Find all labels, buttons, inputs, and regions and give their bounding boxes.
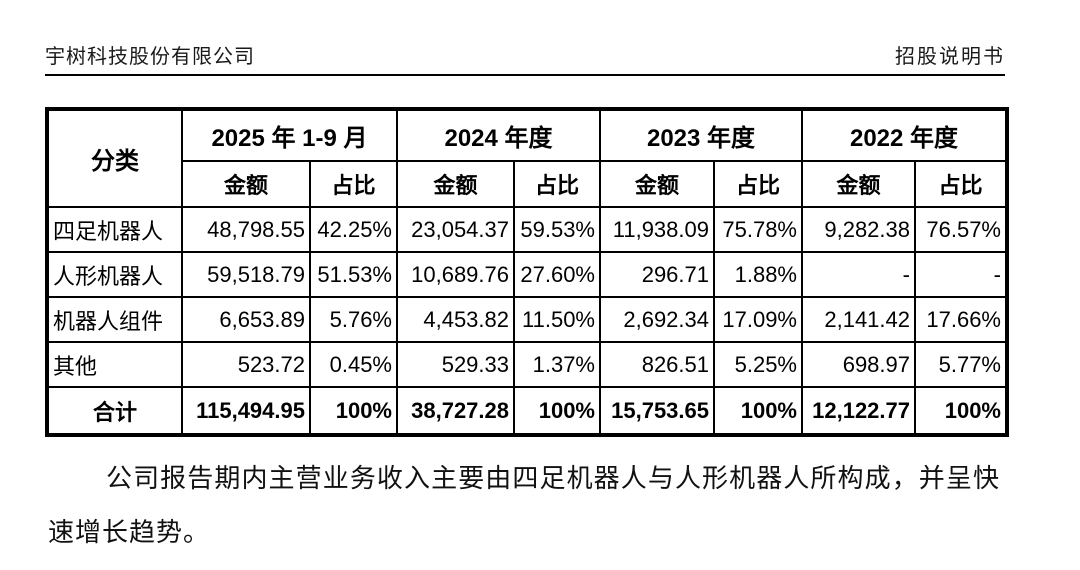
ratio-cell: - — [914, 251, 1008, 298]
amount-cell: 6,653.89 — [181, 296, 311, 343]
amount-cell: 48,798.55 — [181, 206, 311, 253]
ratio-cell: 75.78% — [713, 206, 803, 253]
revenue-breakdown-table: 分类 2025 年 1-9 月 2024 年度 2023 年度 2022 年度 … — [45, 107, 1009, 437]
ratio-cell: 5.77% — [914, 341, 1008, 388]
table-header-category: 分类 — [46, 108, 183, 208]
table-header-ratio: 占比 — [309, 160, 398, 208]
ratio-cell: 1.88% — [713, 251, 803, 298]
total-amount-cell: 15,753.65 — [599, 386, 715, 436]
ratio-cell: 5.25% — [713, 341, 803, 388]
table-row-total: 合计 115,494.95 100% 38,727.28 100% 15,753… — [46, 386, 1008, 436]
amount-cell: 23,054.37 — [396, 206, 515, 253]
amount-cell: 698.97 — [801, 341, 916, 388]
total-amount-cell: 38,727.28 — [396, 386, 515, 436]
ratio-cell: 59.53% — [513, 206, 601, 253]
table-header-period-2023: 2023 年度 — [599, 108, 803, 162]
amount-cell: 529.33 — [396, 341, 515, 388]
total-ratio-cell: 100% — [309, 386, 398, 436]
ratio-cell: 0.45% — [309, 341, 398, 388]
amount-cell: - — [801, 251, 916, 298]
ratio-cell: 27.60% — [513, 251, 601, 298]
total-ratio-cell: 100% — [914, 386, 1008, 436]
table-header-ratio: 占比 — [513, 160, 601, 208]
amount-cell: 59,518.79 — [181, 251, 311, 298]
amount-cell: 296.71 — [599, 251, 715, 298]
page-running-header: 宇树科技股份有限公司 招股说明书 — [45, 40, 1005, 69]
total-amount-cell: 115,494.95 — [181, 386, 311, 436]
table-row-quadruped: 四足机器人 48,798.55 42.25% 23,054.37 59.53% … — [46, 206, 1008, 253]
table-header-period-2025: 2025 年 1-9 月 — [181, 108, 398, 162]
row-label: 四足机器人 — [46, 206, 183, 253]
ratio-cell: 5.76% — [309, 296, 398, 343]
amount-cell: 4,453.82 — [396, 296, 515, 343]
amount-cell: 2,141.42 — [801, 296, 916, 343]
total-amount-cell: 12,122.77 — [801, 386, 916, 436]
company-name: 宇树科技股份有限公司 — [45, 46, 255, 68]
table-header-row-measures: 金额 占比 金额 占比 金额 占比 金额 占比 — [47, 160, 1008, 208]
ratio-cell: 17.66% — [914, 296, 1008, 343]
table-header-period-2024: 2024 年度 — [396, 108, 601, 162]
ratio-cell: 51.53% — [309, 251, 398, 298]
body-paragraph: 公司报告期内主营业务收入主要由四足机器人与人形机器人所构成，并呈快速增长趋势。 — [48, 464, 1000, 547]
ratio-cell: 1.37% — [513, 341, 601, 388]
table-header-amount: 金额 — [599, 160, 715, 208]
table-header-row-periods: 分类 2025 年 1-9 月 2024 年度 2023 年度 2022 年度 — [46, 108, 1008, 208]
amount-cell: 2,692.34 — [599, 296, 715, 343]
table-header-ratio: 占比 — [713, 160, 803, 208]
header-rule — [45, 74, 1005, 76]
amount-cell: 11,938.09 — [599, 206, 715, 253]
total-label: 合计 — [46, 386, 183, 436]
row-label: 人形机器人 — [46, 251, 183, 298]
ratio-cell: 17.09% — [713, 296, 803, 343]
table-header-ratio: 占比 — [914, 160, 1008, 208]
table-header-amount: 金额 — [181, 160, 311, 208]
row-label: 其他 — [46, 341, 183, 388]
amount-cell: 523.72 — [181, 341, 311, 388]
amount-cell: 826.51 — [599, 341, 715, 388]
amount-cell: 10,689.76 — [396, 251, 515, 298]
table-header-period-2022: 2022 年度 — [801, 108, 1008, 162]
ratio-cell: 42.25% — [309, 206, 398, 253]
table-row-humanoid: 人形机器人 59,518.79 51.53% 10,689.76 27.60% … — [46, 251, 1008, 298]
table-header-amount: 金额 — [396, 160, 515, 208]
total-ratio-cell: 100% — [513, 386, 601, 436]
row-label: 机器人组件 — [46, 296, 183, 343]
amount-cell: 9,282.38 — [801, 206, 916, 253]
document-type: 招股说明书 — [895, 46, 1005, 68]
table-row-other: 其他 523.72 0.45% 529.33 1.37% 826.51 5.25… — [46, 341, 1008, 388]
table-header-amount: 金额 — [801, 160, 916, 208]
table-row-components: 机器人组件 6,653.89 5.76% 4,453.82 11.50% 2,6… — [46, 296, 1008, 343]
ratio-cell: 11.50% — [513, 296, 601, 343]
total-ratio-cell: 100% — [713, 386, 803, 436]
ratio-cell: 76.57% — [914, 206, 1008, 253]
